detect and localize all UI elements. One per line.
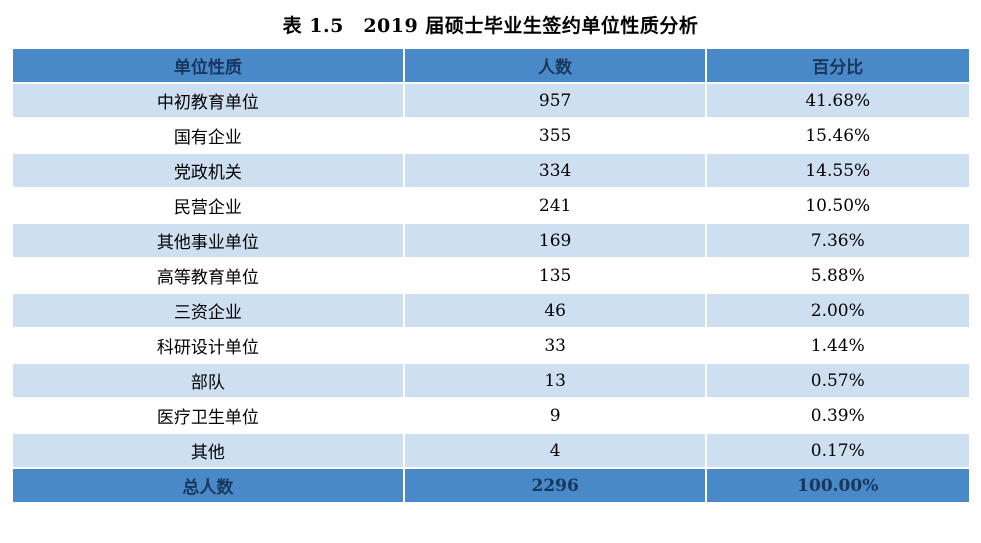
cell-unit-type: 中初教育单位 xyxy=(10,82,406,119)
cell-count: 4 xyxy=(403,432,708,469)
column-header-percentage: 百分比 xyxy=(705,47,971,84)
cell-percentage: 14.55% xyxy=(705,152,971,189)
cell-percentage: 2.00% xyxy=(705,292,971,329)
cell-unit-type: 国有企业 xyxy=(10,117,406,154)
table-row: 民营企业 241 10.50% xyxy=(10,187,971,224)
table-row: 医疗卫生单位 9 0.39% xyxy=(10,397,971,434)
cell-count: 334 xyxy=(403,152,708,189)
cell-count: 135 xyxy=(403,257,708,294)
cell-unit-type: 其他 xyxy=(10,432,406,469)
cell-count: 9 xyxy=(403,397,708,434)
cell-unit-type: 科研设计单位 xyxy=(10,327,406,364)
cell-unit-type: 其他事业单位 xyxy=(10,222,406,259)
cell-percentage: 41.68% xyxy=(705,82,971,119)
cell-count: 169 xyxy=(403,222,708,259)
table-total-row: 总人数 2296 100.00% xyxy=(10,467,971,504)
cell-unit-type: 部队 xyxy=(10,362,406,399)
table-row: 中初教育单位 957 41.68% xyxy=(10,82,971,119)
cell-unit-type: 党政机关 xyxy=(10,152,406,189)
cell-percentage: 0.17% xyxy=(705,432,971,469)
cell-percentage: 7.36% xyxy=(705,222,971,259)
table-row: 高等教育单位 135 5.88% xyxy=(10,257,971,294)
table-row: 部队 13 0.57% xyxy=(10,362,971,399)
table-row: 科研设计单位 33 1.44% xyxy=(10,327,971,364)
cell-percentage: 5.88% xyxy=(705,257,971,294)
cell-unit-type: 三资企业 xyxy=(10,292,406,329)
cell-count: 13 xyxy=(403,362,708,399)
column-header-unit-type: 单位性质 xyxy=(10,47,406,84)
cell-count: 957 xyxy=(403,82,708,119)
total-label: 总人数 xyxy=(10,467,406,504)
cell-count: 33 xyxy=(403,327,708,364)
table-header-row: 单位性质 人数 百分比 xyxy=(10,47,971,84)
column-header-count: 人数 xyxy=(403,47,708,84)
cell-count: 355 xyxy=(403,117,708,154)
cell-percentage: 10.50% xyxy=(705,187,971,224)
total-percentage: 100.00% xyxy=(705,467,971,504)
cell-unit-type: 医疗卫生单位 xyxy=(10,397,406,434)
table-row: 三资企业 46 2.00% xyxy=(10,292,971,329)
cell-count: 241 xyxy=(403,187,708,224)
table-row: 国有企业 355 15.46% xyxy=(10,117,971,154)
cell-percentage: 1.44% xyxy=(705,327,971,364)
table-row: 党政机关 334 14.55% xyxy=(10,152,971,189)
cell-percentage: 0.39% xyxy=(705,397,971,434)
cell-percentage: 0.57% xyxy=(705,362,971,399)
cell-count: 46 xyxy=(403,292,708,329)
data-table: 单位性质 人数 百分比 中初教育单位 957 41.68% 国有企业 355 1… xyxy=(10,47,971,504)
cell-unit-type: 民营企业 xyxy=(10,187,406,224)
table-row: 其他 4 0.17% xyxy=(10,432,971,469)
total-count: 2296 xyxy=(403,467,708,504)
table-row: 其他事业单位 169 7.36% xyxy=(10,222,971,259)
table-caption: 表 1.5 2019 届硕士毕业生签约单位性质分析 xyxy=(282,15,699,37)
cell-percentage: 15.46% xyxy=(705,117,971,154)
cell-unit-type: 高等教育单位 xyxy=(10,257,406,294)
